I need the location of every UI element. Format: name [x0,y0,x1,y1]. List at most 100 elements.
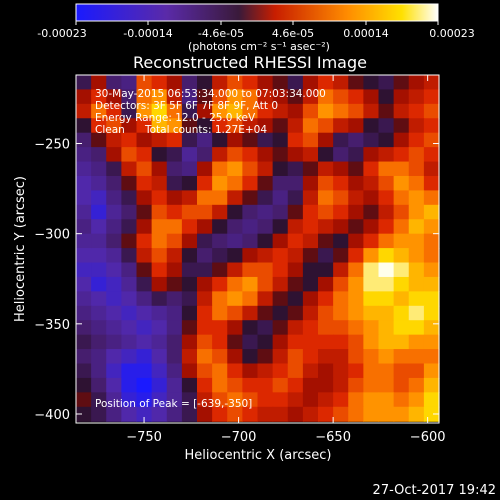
heatmap-cell [106,305,122,321]
heatmap-cell [318,392,334,408]
heatmap-cell [408,291,425,307]
heatmap-cell [408,349,425,365]
heatmap-cell [151,262,168,278]
heatmap-cell [318,363,334,379]
heatmap-cell [318,262,334,278]
heatmap-cell [423,233,440,249]
heatmap-cell [378,132,395,148]
heatmap-cell [272,392,289,408]
heatmap-cell [378,161,395,177]
heatmap-cell [106,276,122,292]
heatmap-cell [242,175,259,191]
heatmap-cell [166,89,183,105]
heatmap-cell [363,305,380,321]
heatmap-cell [166,291,183,307]
heatmap-cell [363,103,380,119]
heatmap-cell [242,276,259,292]
heatmap-cell [348,175,364,191]
y-axis-label: Heliocentric Y (arcsec) [13,176,28,322]
heatmap-cell [363,363,380,379]
heatmap-cell [423,147,440,163]
heatmap-cell [363,291,380,307]
heatmap-cell [227,89,243,105]
heatmap-cell [333,291,349,307]
heatmap-cell [287,75,304,91]
heatmap-cell [393,377,410,393]
heatmap-cell [91,132,107,148]
heatmap-cell [151,406,168,422]
heatmap-cell [423,103,440,119]
heatmap-cell [318,291,334,307]
heatmap-cell [318,248,334,264]
heatmap-cell [197,103,213,119]
heatmap-cell [106,406,122,422]
heatmap-cell [287,147,304,163]
heatmap-cell [423,204,440,220]
heatmap-cell [348,204,364,220]
heatmap-cell [257,320,274,336]
heatmap-cell [272,406,289,422]
heatmap-cell [227,320,243,336]
heatmap-cell [333,89,349,105]
heatmap-cell [242,262,259,278]
heatmap-cell [166,75,183,91]
heatmap-cell [378,103,395,119]
heatmap-cell [121,392,138,408]
heatmap-cell [242,147,259,163]
heatmap-cell [76,118,92,134]
heatmap-cell [333,392,349,408]
heatmap-cell [287,161,304,177]
heatmap-cell [106,349,122,365]
heatmap-cell [76,147,92,163]
heatmap-cell [378,334,395,350]
heatmap-cell [106,75,122,91]
heatmap-cell [257,219,274,235]
y-tick-label: −300 [34,228,70,243]
heatmap-cell [212,276,228,292]
heatmap-cell [151,377,168,393]
heatmap-cell [197,291,213,307]
heatmap-cell [423,320,440,336]
heatmap-cell [348,363,364,379]
heatmap-cell [121,161,138,177]
heatmap-cell [106,204,122,220]
heatmap-cell [257,233,274,249]
heatmap-cell [121,363,138,379]
heatmap-cell [212,190,228,206]
heatmap-cell [272,276,289,292]
heatmap-cell [408,89,425,105]
heatmap-cell [227,363,243,379]
heatmap-cell [423,118,440,134]
heatmap-cell [318,175,334,191]
heatmap-cell [136,219,153,235]
heatmap-cell [227,349,243,365]
heatmap-cell [121,75,138,91]
heatmap-cell [121,233,138,249]
heatmap-cell [181,320,198,336]
heatmap-cell [287,334,304,350]
heatmap-cell [136,248,153,264]
heatmap-cell [363,377,380,393]
heatmap-cell [197,204,213,220]
heatmap-cell [393,103,410,119]
heatmap-cell [393,262,410,278]
heatmap-cell [181,175,198,191]
heatmap-cell [423,377,440,393]
heatmap-cell [423,392,440,408]
heatmap-cell [242,363,259,379]
heatmap-cell [212,147,228,163]
heatmap-cell [106,219,122,235]
heatmap-cell [227,305,243,321]
heatmap-cell [318,320,334,336]
heatmap-cell [393,75,410,91]
chart-title: Reconstructed RHESSI Image [133,53,367,72]
heatmap-cell [408,320,425,336]
heatmap-cell [227,334,243,350]
heatmap-cell [408,406,425,422]
heatmap-cell [151,147,168,163]
heatmap-cell [212,377,228,393]
heatmap-cell [166,161,183,177]
heatmap-cell [227,175,243,191]
heatmap-cell [136,233,153,249]
heatmap-cell [272,305,289,321]
